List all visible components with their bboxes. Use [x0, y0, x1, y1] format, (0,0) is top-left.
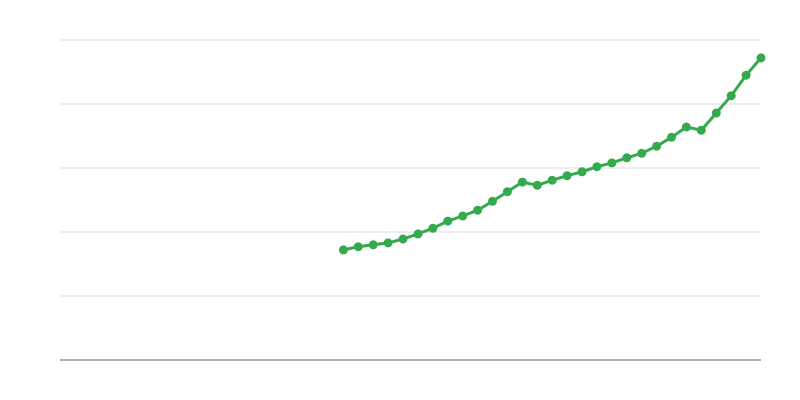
- data-point-marker[interactable]: [413, 229, 423, 239]
- data-point-marker[interactable]: [592, 162, 602, 172]
- data-point-marker[interactable]: [398, 234, 408, 244]
- data-point-marker[interactable]: [562, 171, 572, 181]
- data-point-marker[interactable]: [428, 223, 438, 233]
- data-point-marker[interactable]: [741, 70, 751, 80]
- data-point-marker[interactable]: [637, 148, 647, 158]
- data-point-marker[interactable]: [458, 211, 468, 221]
- data-point-marker[interactable]: [517, 177, 527, 187]
- data-point-marker[interactable]: [667, 132, 676, 142]
- data-point-marker[interactable]: [443, 216, 453, 226]
- data-point-marker[interactable]: [502, 187, 512, 197]
- data-point-marker[interactable]: [622, 153, 632, 163]
- data-point-marker[interactable]: [338, 245, 348, 255]
- data-point-marker[interactable]: [473, 205, 483, 215]
- data-point-marker[interactable]: [383, 238, 393, 248]
- data-point-marker[interactable]: [547, 175, 557, 185]
- data-point-marker[interactable]: [681, 122, 691, 132]
- data-point-marker[interactable]: [756, 53, 766, 63]
- data-point-marker[interactable]: [353, 242, 363, 252]
- data-point-marker[interactable]: [652, 141, 662, 151]
- data-point-marker[interactable]: [607, 158, 617, 168]
- data-point-marker[interactable]: [696, 125, 706, 135]
- data-point-marker[interactable]: [488, 196, 497, 206]
- data-point-marker[interactable]: [711, 108, 721, 118]
- data-point-marker[interactable]: [532, 180, 542, 190]
- series-line: [341, 56, 763, 252]
- data-point-marker[interactable]: [726, 91, 736, 101]
- data-point-marker[interactable]: [368, 240, 378, 250]
- data-point-marker[interactable]: [577, 167, 587, 177]
